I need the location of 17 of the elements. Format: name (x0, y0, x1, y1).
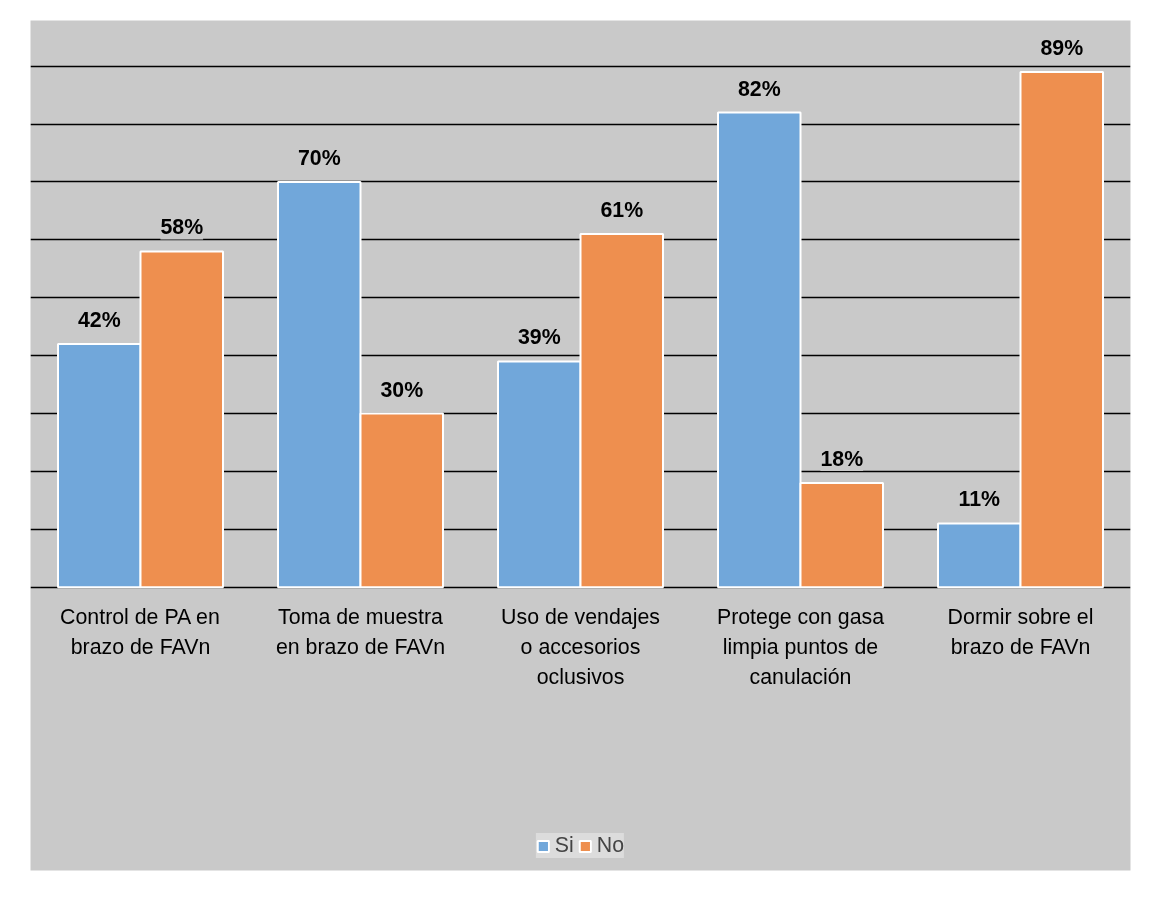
x-tick-label: Protege con gasa limpia puntos de canulación (716, 605, 885, 690)
data-label: 11% (958, 487, 1001, 512)
legend-label: No (596, 833, 625, 858)
data-label: 70% (297, 145, 341, 170)
data-label: 61% (600, 198, 644, 223)
x-tick-label: Dormir sobre el brazo de FAVn (947, 605, 1094, 660)
x-tick-label: Control de PA en brazo de FAVn (60, 605, 220, 660)
data-label: 89% (1040, 36, 1084, 61)
data-label: 30% (380, 377, 424, 402)
data-label: 18% (820, 446, 864, 471)
data-label: 42% (77, 308, 121, 333)
x-tick-label: Uso de vendajes o accesorios oclusivos (501, 605, 660, 690)
data-label: 58% (160, 215, 204, 240)
data-label: 39% (517, 325, 561, 350)
x-tick-label: Toma de muestra en brazo de FAVn (275, 605, 446, 660)
data-label: 82% (737, 76, 781, 101)
legend-label: Si (554, 833, 575, 858)
